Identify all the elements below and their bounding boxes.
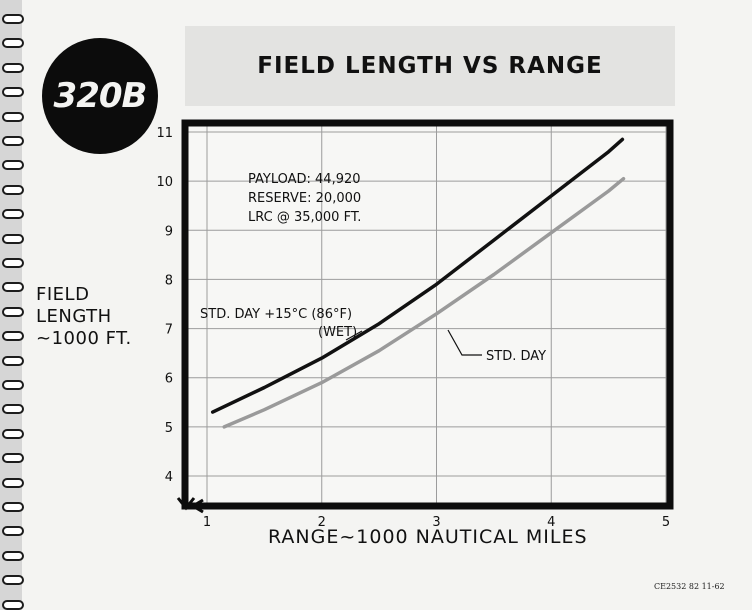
binding-ring [2, 575, 24, 586]
binding-ring [2, 258, 24, 268]
plot-frame [181, 119, 674, 510]
binding-ring [2, 599, 24, 610]
y-tick-label: 8 [165, 273, 173, 288]
y-axis-label-line-3: ~1000 FT. [36, 328, 132, 349]
x-tick-label: 1 [203, 515, 211, 530]
binding-ring [2, 87, 24, 98]
title-band: FIELD LENGTH VS RANGE [185, 26, 675, 106]
model-badge: 320B [42, 38, 158, 154]
binding-ring [2, 111, 24, 122]
series-leader-hot-wet [345, 330, 363, 341]
series-line-std-day [222, 176, 626, 429]
binding-ring [2, 526, 24, 537]
annotation-line: RESERVE: 20,000 [248, 191, 361, 206]
y-tick-label: 10 [156, 175, 173, 190]
model-badge-label: 320B [53, 76, 148, 116]
series-label-hot-wet: STD. DAY +15°C (86°F) [200, 307, 352, 322]
chart-title: FIELD LENGTH VS RANGE [257, 53, 603, 79]
binding-ring [2, 62, 24, 73]
x-tick-label: 4 [547, 515, 555, 530]
series-label-hot-wet-sub: (WET) [318, 325, 357, 340]
binding-ring [2, 502, 24, 512]
y-tick-label: 6 [165, 372, 173, 387]
binding-ring [2, 209, 24, 220]
binding-ring [2, 184, 24, 195]
axis-arrow-left [190, 498, 204, 514]
binding-ring [2, 282, 24, 293]
binding-ring [2, 380, 24, 390]
binding-ring [2, 14, 24, 24]
y-axis-label-line-2: LENGTH [36, 306, 112, 327]
y-axis-label: FIELD LENGTH ~1000 FT. [36, 284, 146, 350]
y-tick-label: 9 [165, 224, 173, 239]
binding-ring [2, 160, 24, 171]
y-tick-label: 4 [165, 470, 173, 485]
binding-ring [2, 331, 24, 342]
series-leader-std-day [447, 329, 482, 356]
binding-ring [2, 477, 24, 488]
x-tick-label: 3 [432, 515, 440, 530]
plot-area [185, 123, 670, 506]
binding-ring [2, 355, 24, 366]
axis-arrow-down [176, 497, 196, 511]
binding-ring [2, 404, 24, 415]
x-tick-label: 2 [318, 515, 326, 530]
binding-ring [2, 306, 24, 317]
binding-ring [2, 233, 24, 244]
y-axis-label-line-1: FIELD [36, 284, 90, 305]
y-tick-label: 11 [156, 126, 173, 141]
binding-ring [2, 38, 24, 49]
annotation-line: LRC @ 35,000 FT. [248, 210, 361, 225]
x-tick-label: 5 [662, 515, 670, 530]
series-label-std-day: STD. DAY [486, 349, 546, 364]
spiral-binding [0, 0, 30, 610]
annotation-line: PAYLOAD: 44,920 [248, 172, 361, 187]
x-axis-label: RANGE~1000 NAUTICAL MILES [268, 526, 588, 548]
binding-ring [2, 550, 24, 561]
binding-ring [2, 453, 24, 464]
document-code: CE2532 82 11-62 [654, 582, 725, 591]
series-line-hot-wet [210, 137, 625, 414]
binding-ring [2, 428, 24, 439]
y-tick-label: 5 [165, 421, 173, 436]
binding-ring [2, 136, 24, 146]
y-tick-label: 7 [165, 323, 173, 338]
